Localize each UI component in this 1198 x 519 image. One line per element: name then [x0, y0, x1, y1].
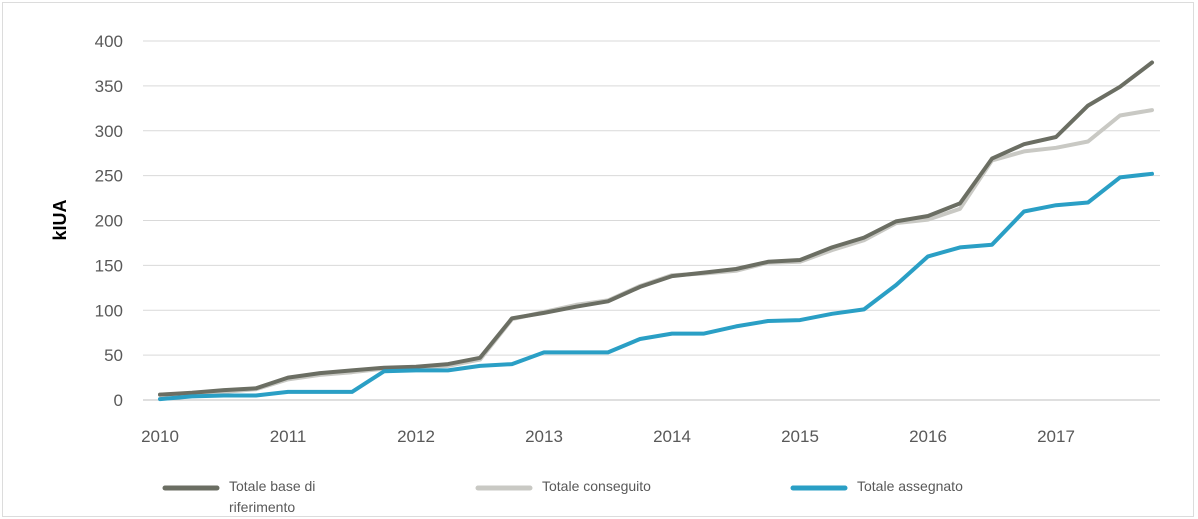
y-tick-label: 250: [95, 167, 123, 186]
x-tick-label: 2014: [653, 427, 691, 446]
x-tick-label: 2012: [397, 427, 435, 446]
x-tick-label: 2011: [270, 427, 307, 446]
y-tick-label: 100: [95, 301, 123, 320]
x-axis-ticks: 2010 2011 2012 2013 2014 2015 2016 2017: [141, 427, 1075, 446]
y-tick-label: 0: [114, 391, 123, 410]
y-axis-ticks: 0 50 100 150 200 250 300 350 400: [95, 32, 123, 410]
y-tick-label: 400: [95, 32, 123, 51]
legend-label: riferimento: [229, 499, 295, 515]
y-tick-label: 350: [95, 77, 123, 96]
x-tick-label: 2016: [909, 427, 947, 446]
y-tick-label: 150: [95, 256, 123, 275]
x-tick-label: 2010: [141, 427, 179, 446]
legend-label: Totale assegnato: [857, 478, 963, 494]
series-line-2: [158, 171, 1154, 402]
y-axis-title: kIUA: [50, 199, 70, 240]
x-tick-label: 2015: [781, 427, 819, 446]
x-tick-label: 2013: [525, 427, 563, 446]
y-tick-label: 300: [95, 122, 123, 141]
series-lines: [158, 60, 1154, 402]
legend-label: Totale conseguito: [542, 478, 651, 494]
y-tick-label: 50: [104, 346, 123, 365]
gridlines: [143, 40, 1160, 401]
legend-label: Totale base di: [229, 478, 315, 494]
legend: Totale base di riferimento Totale consegui…: [162, 478, 963, 515]
series-line-0: [158, 60, 1154, 397]
y-tick-label: 200: [95, 212, 123, 231]
x-tick-label: 2017: [1037, 427, 1075, 446]
